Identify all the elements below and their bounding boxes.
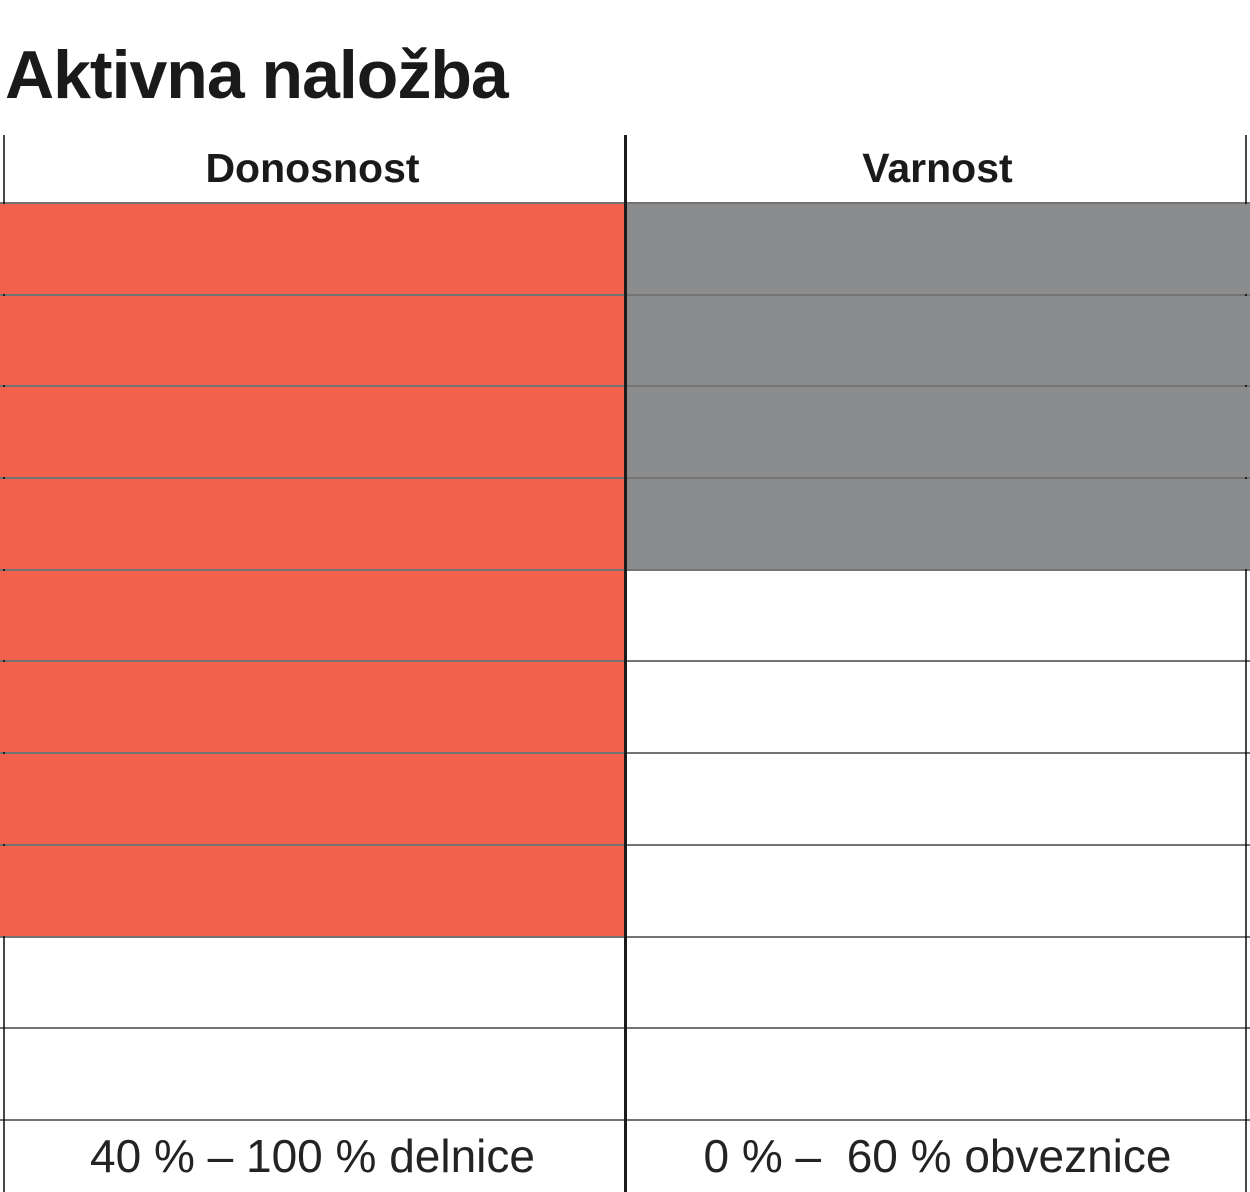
table-footer-row: 40 % – 100 % delnice 0 % – 60 % obveznic… xyxy=(0,1118,1250,1192)
rating-cell-donosnost xyxy=(0,204,625,294)
rating-cell-varnost xyxy=(625,387,1250,478)
rating-cell-donosnost xyxy=(0,570,625,661)
rating-cell-donosnost xyxy=(0,295,625,386)
table-header-row: Donosnost Varnost xyxy=(0,135,1250,202)
rating-cell-varnost xyxy=(625,479,1250,569)
rating-cell-donosnost xyxy=(0,845,625,936)
rating-table: Donosnost Varnost 40 % – 100 % delnice 0… xyxy=(0,135,1250,1192)
rating-cell-varnost xyxy=(625,938,1250,1028)
column-header-varnost: Varnost xyxy=(862,145,1013,191)
rating-cell-varnost xyxy=(625,1029,1250,1119)
rating-cell-donosnost xyxy=(0,1029,625,1119)
rating-cell-varnost xyxy=(625,295,1250,386)
rating-cell-varnost xyxy=(625,754,1250,844)
rating-cell-donosnost xyxy=(0,387,625,478)
rating-row xyxy=(0,202,1250,294)
table-right-border xyxy=(1245,135,1247,1192)
rating-cell-donosnost xyxy=(0,662,625,753)
column-header-donosnost: Donosnost xyxy=(205,145,420,191)
rating-cell-varnost xyxy=(625,571,1250,661)
rating-cell-varnost xyxy=(625,662,1250,752)
rating-row xyxy=(0,385,1250,478)
rating-cell-donosnost xyxy=(0,938,625,1028)
rating-cell-varnost xyxy=(625,204,1250,294)
footer-label-delnice: 40 % – 100 % delnice xyxy=(90,1130,535,1183)
rating-cell-donosnost xyxy=(0,479,625,569)
column-divider xyxy=(624,135,627,1192)
rating-cell-donosnost xyxy=(0,754,625,844)
rating-row xyxy=(0,477,1250,569)
page-title: Aktivna naložba xyxy=(5,36,509,113)
rating-cell-varnost xyxy=(625,846,1250,936)
rating-row xyxy=(0,660,1250,753)
footer-label-obveznice: 0 % – 60 % obveznice xyxy=(703,1130,1172,1183)
